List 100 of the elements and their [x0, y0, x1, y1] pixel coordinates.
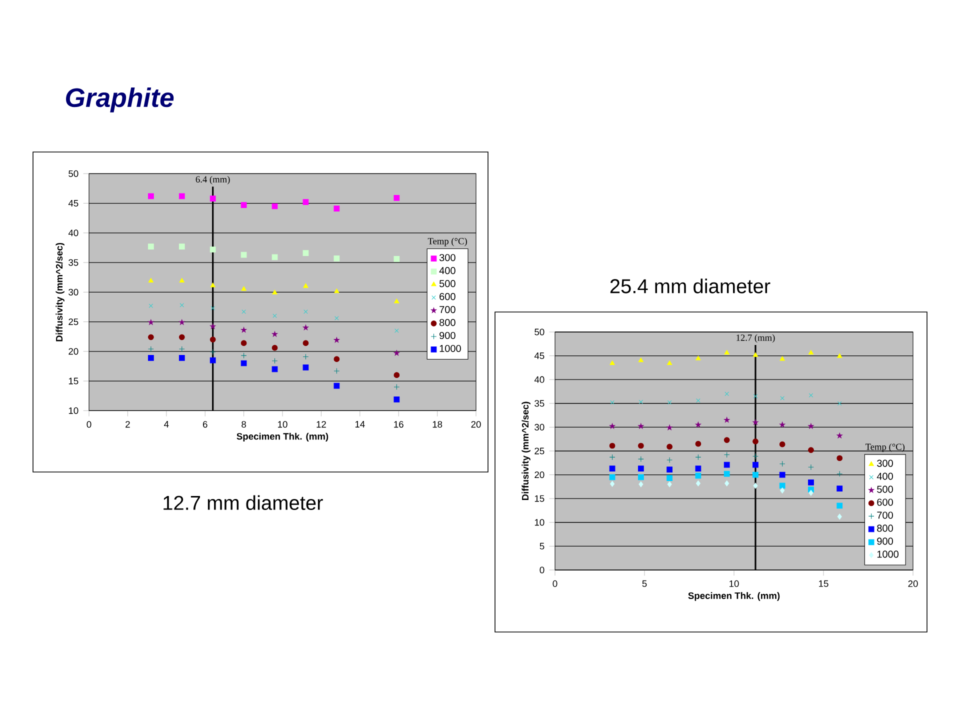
point: [394, 396, 400, 402]
point: [334, 356, 340, 362]
ref-line-label: 12.7 (mm): [736, 334, 775, 343]
y-tick-label: 35: [68, 259, 78, 266]
y-tick-label: 45: [68, 200, 78, 207]
legend-label: 700: [440, 306, 456, 314]
y-tick-label: 35: [534, 400, 544, 407]
point: [148, 278, 154, 282]
point: [610, 360, 615, 366]
point: [178, 354, 185, 361]
point: [666, 360, 672, 366]
point: [303, 283, 308, 288]
point: [695, 422, 702, 428]
chart-subtitle: 25.4 mm diameter: [610, 278, 770, 294]
x-tick-label: 20: [908, 580, 918, 587]
point: [609, 454, 616, 460]
point: [752, 462, 758, 468]
point: [148, 334, 154, 340]
point: [724, 417, 730, 422]
x-tick-label: 0: [86, 421, 92, 428]
legend-label: 500: [877, 486, 893, 493]
point: [753, 482, 758, 489]
point: [148, 304, 154, 308]
x-tick-label: 8: [242, 421, 246, 428]
point: [638, 481, 644, 488]
point: [241, 327, 247, 332]
point: [638, 400, 644, 404]
point: [210, 196, 216, 202]
legend-label: 1000: [440, 344, 461, 352]
y-tick-label: 30: [68, 288, 78, 296]
point: [666, 424, 672, 430]
point: [272, 366, 278, 372]
point: [724, 350, 730, 355]
point: [779, 482, 786, 489]
point: [272, 203, 278, 210]
x-tick-label: 12: [316, 421, 326, 428]
point: [148, 193, 154, 200]
point: [210, 282, 216, 288]
point: [808, 393, 814, 398]
point: [179, 278, 184, 282]
point: [394, 195, 400, 201]
point: [696, 480, 700, 486]
point: [394, 256, 400, 262]
point: [724, 452, 730, 458]
point: [178, 346, 185, 352]
point: [836, 502, 843, 509]
x-tick-label: 6: [202, 421, 208, 428]
x-tick-label: 14: [355, 421, 365, 428]
point: [724, 437, 730, 443]
legend-title: Temp (°C): [865, 443, 905, 452]
chart-title: Graphite: [66, 88, 174, 112]
point: [394, 328, 399, 333]
point: [752, 453, 758, 460]
point: [272, 254, 278, 260]
point: [302, 364, 309, 370]
point: [666, 466, 672, 472]
point: [210, 357, 216, 364]
point: [302, 354, 309, 360]
x-tick-label: 2: [126, 421, 130, 428]
point: [667, 400, 672, 405]
point: [753, 394, 758, 398]
y-tick-label: 25: [534, 448, 544, 454]
legend-title: Temp (°C): [428, 238, 467, 246]
x-tick-label: 20: [471, 421, 481, 428]
point: [836, 486, 843, 492]
point: [638, 358, 644, 362]
point: [609, 423, 616, 429]
x-tick-label: 5: [642, 580, 647, 587]
point: [695, 466, 702, 472]
y-tick-label: 20: [68, 348, 78, 355]
point: [752, 438, 758, 444]
y-tick-label: 10: [534, 519, 544, 526]
point: [148, 319, 154, 325]
point: [808, 464, 814, 470]
point: [666, 444, 672, 450]
point: [302, 324, 309, 330]
point: [240, 202, 247, 208]
point: [808, 350, 814, 355]
point: [667, 481, 672, 488]
legend-label: 400: [439, 267, 456, 274]
point: [210, 349, 216, 355]
legend-label: 600: [440, 293, 456, 300]
point: [752, 352, 758, 357]
point: [148, 244, 154, 250]
point: [780, 422, 786, 428]
point: [240, 352, 247, 358]
x-tick-label: 0: [552, 580, 558, 587]
point: [334, 316, 339, 320]
point: [240, 252, 247, 258]
point: [695, 440, 702, 447]
point: [837, 401, 842, 406]
y-axis-title: Diffusivity (mm^2/sec): [522, 402, 530, 500]
point: [178, 193, 185, 200]
y-tick-label: 20: [534, 471, 544, 478]
point: [241, 286, 246, 291]
point: [334, 206, 340, 212]
point: [609, 466, 616, 472]
legend-label: 1000: [877, 550, 899, 558]
point: [638, 442, 644, 449]
point: [210, 246, 216, 252]
